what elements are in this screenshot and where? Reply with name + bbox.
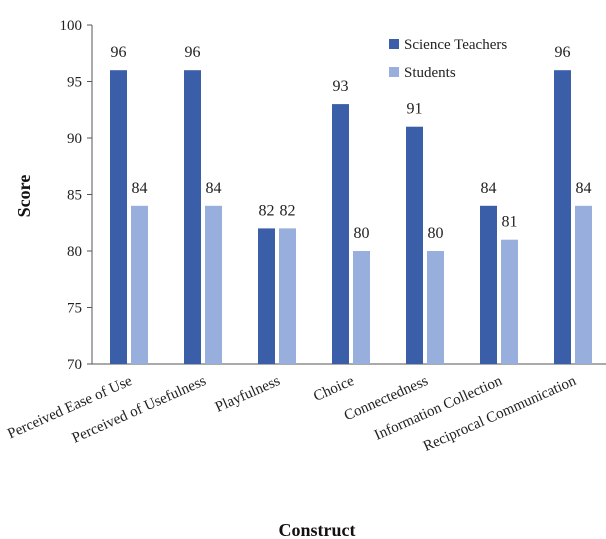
data-label: 82 bbox=[259, 202, 275, 219]
bars bbox=[110, 70, 592, 364]
bar-students bbox=[353, 251, 370, 364]
y-tick-label: 80 bbox=[67, 244, 82, 260]
data-label: 93 bbox=[333, 78, 349, 95]
y-tick-label: 70 bbox=[67, 357, 82, 373]
data-label: 82 bbox=[280, 202, 296, 219]
data-label: 81 bbox=[502, 214, 518, 231]
data-label: 84 bbox=[132, 180, 148, 197]
data-label: 84 bbox=[206, 180, 222, 197]
axes: 70 75 80 85 90 95 100 bbox=[60, 18, 606, 373]
bar-students bbox=[131, 205, 148, 364]
bar-students bbox=[205, 205, 222, 364]
legend-label: Science Teachers bbox=[404, 37, 507, 53]
bar-science-teachers bbox=[184, 70, 201, 364]
data-label: 84 bbox=[481, 180, 497, 197]
bar-students bbox=[279, 228, 296, 364]
x-axis-title: Construct bbox=[279, 520, 356, 539]
bar-science-teachers bbox=[110, 70, 127, 364]
y-tick-label: 75 bbox=[67, 301, 82, 317]
bar-science-teachers bbox=[554, 70, 571, 364]
legend-label: Students bbox=[404, 65, 456, 81]
data-label: 80 bbox=[428, 225, 444, 242]
legend-swatch bbox=[389, 39, 399, 49]
data-label: 84 bbox=[576, 180, 592, 197]
bar-science-teachers bbox=[332, 104, 349, 364]
data-label: 80 bbox=[354, 225, 370, 242]
data-label: 96 bbox=[111, 44, 127, 61]
data-label: 96 bbox=[555, 44, 571, 61]
bar-students bbox=[501, 239, 518, 364]
category-label: Choice bbox=[311, 373, 357, 405]
bar-students bbox=[575, 205, 592, 364]
y-tick-label: 85 bbox=[67, 188, 82, 204]
data-label: 91 bbox=[407, 101, 423, 118]
y-tick-label: 100 bbox=[60, 18, 83, 34]
bar-science-teachers bbox=[258, 228, 275, 364]
bar-science-teachers bbox=[480, 205, 497, 364]
legend-swatch bbox=[389, 67, 399, 77]
data-labels: 96 96 82 93 91 84 96 84 84 82 80 80 81 84 bbox=[111, 44, 592, 242]
y-axis-title: Score bbox=[14, 175, 34, 218]
bar-students bbox=[427, 251, 444, 364]
category-label: Playfulness bbox=[213, 373, 283, 416]
bar-science-teachers bbox=[406, 126, 423, 364]
y-tick-label: 95 bbox=[67, 75, 82, 91]
category-label: Perceived of Usefulness bbox=[70, 373, 209, 447]
y-tick-label: 90 bbox=[67, 131, 82, 147]
legend: Science Teachers Students bbox=[389, 37, 507, 81]
data-label: 96 bbox=[185, 44, 201, 61]
